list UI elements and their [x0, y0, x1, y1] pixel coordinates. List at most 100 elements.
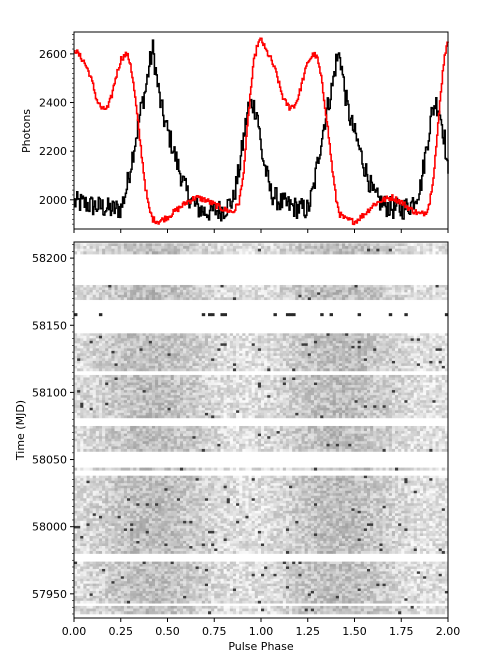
phaseogram-cell — [360, 571, 365, 575]
phaseogram-cell — [345, 598, 349, 602]
phaseogram-cell — [158, 483, 162, 486]
phaseogram-cell — [74, 566, 78, 570]
phaseogram-cell — [385, 505, 390, 509]
phaseogram-cell — [145, 513, 150, 517]
phaseogram-cell — [83, 561, 87, 565]
phaseogram-cell — [167, 480, 171, 484]
phaseogram-cell — [313, 581, 318, 584]
phaseogram-cell — [317, 490, 321, 494]
phaseogram-cell — [155, 490, 159, 494]
phaseogram-cell — [426, 566, 430, 570]
phaseogram-cell — [342, 480, 346, 484]
phaseogram-cell — [136, 611, 140, 615]
phaseogram-cell — [173, 581, 178, 584]
phaseogram-cell — [438, 578, 443, 582]
phaseogram-cell — [373, 588, 377, 592]
phaseogram-cell — [189, 561, 193, 565]
phaseogram-cell — [363, 495, 368, 499]
phaseogram-cell — [232, 495, 237, 499]
phaseogram-cell — [435, 573, 439, 577]
phaseogram-cell — [136, 595, 140, 599]
phaseogram-cell — [239, 578, 243, 582]
phaseogram-cell — [248, 478, 252, 481]
phaseogram-cell — [313, 493, 318, 497]
phaseogram-cell — [123, 586, 128, 589]
phaseogram-cell — [304, 515, 309, 519]
phaseogram-cell — [354, 513, 358, 517]
phaseogram-cell — [117, 495, 122, 499]
phaseogram-cell — [217, 478, 221, 481]
phaseogram-cell — [410, 518, 415, 522]
phaseogram-cell — [236, 576, 240, 580]
phaseogram-cell — [354, 480, 358, 484]
phaseogram-cell — [145, 503, 150, 507]
phaseogram-cell — [145, 490, 150, 494]
phaseogram-cell — [301, 525, 305, 529]
phaseogram-cell — [273, 478, 277, 481]
phaseogram-cell — [167, 573, 171, 577]
phaseogram-cell — [111, 510, 115, 514]
phaseogram-cell — [74, 571, 78, 575]
phaseogram-cell — [120, 508, 125, 512]
phaseogram-cell — [261, 520, 265, 524]
phaseogram-cell — [80, 498, 84, 502]
phaseogram-cell — [282, 503, 287, 507]
phaseogram-cell — [74, 573, 78, 577]
phaseogram-cell — [236, 568, 240, 572]
phaseogram-cell — [310, 510, 315, 514]
phaseogram-cell — [285, 583, 290, 587]
phaseogram-cell — [208, 490, 212, 494]
phaseogram-cell — [242, 498, 246, 502]
phaseogram-cell — [142, 488, 146, 492]
phaseogram-cell — [351, 525, 355, 529]
phaseogram-cell — [186, 510, 190, 514]
phaseogram-cell — [214, 561, 218, 565]
phaseogram-cell — [102, 518, 106, 522]
phaseogram-cell — [123, 581, 128, 584]
phaseogram-cell — [176, 513, 181, 517]
phaseogram-cell — [323, 523, 327, 527]
phaseogram-cell — [254, 523, 259, 527]
phaseogram-cell — [83, 588, 87, 592]
phaseogram-cell — [189, 600, 193, 604]
phaseogram-cell — [282, 605, 287, 609]
phaseogram-cell — [342, 510, 346, 514]
phaseogram-cell — [292, 520, 296, 524]
phaseogram-cell — [161, 600, 165, 604]
phaseogram-cell — [123, 475, 128, 479]
phaseogram-cell — [183, 498, 187, 502]
phaseogram-cell — [108, 608, 112, 612]
phaseogram-cell — [186, 566, 190, 570]
phaseogram-cell — [226, 593, 231, 597]
phaseogram-cell — [335, 566, 340, 570]
phaseogram-cell — [245, 576, 249, 580]
phaseogram-cell — [317, 505, 321, 509]
phaseogram-cell — [179, 520, 184, 524]
phaseogram-cell — [301, 608, 305, 612]
phaseogram-cell — [419, 515, 424, 519]
phaseogram-cell — [92, 611, 97, 615]
phaseogram-cell — [108, 503, 112, 507]
phaseogram-cell — [426, 485, 430, 489]
phaseogram-cell — [232, 561, 237, 565]
phaseogram-cell — [410, 475, 415, 479]
phaseogram-cell — [423, 583, 427, 587]
phaseogram-cell — [92, 503, 97, 507]
phaseogram-cell — [251, 523, 256, 527]
phaseogram-cell — [114, 595, 118, 599]
phaseogram-cell — [366, 480, 371, 484]
phaseogram-cell — [176, 605, 181, 609]
phaseogram-cell — [410, 480, 415, 484]
phaseogram-cell — [338, 508, 343, 512]
phaseogram-cell — [111, 593, 115, 597]
phaseogram-cell — [139, 605, 143, 609]
phaseogram-cell — [148, 510, 153, 514]
phaseogram-cell — [285, 611, 290, 615]
phaseogram-cell — [108, 520, 112, 524]
phaseogram-cell — [155, 573, 159, 577]
phaseogram-cell — [279, 495, 284, 499]
phaseogram-cell — [382, 515, 386, 519]
phaseogram-cell — [419, 571, 424, 575]
phaseogram-cell — [338, 588, 343, 592]
phaseogram-cell — [111, 561, 115, 565]
